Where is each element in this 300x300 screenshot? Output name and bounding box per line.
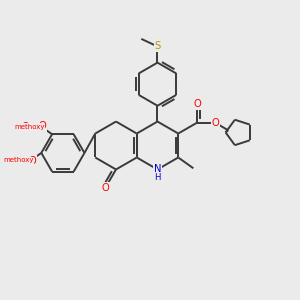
Text: H: H xyxy=(154,173,161,182)
Text: O: O xyxy=(212,118,219,128)
Text: O: O xyxy=(193,99,201,110)
Text: methoxy: methoxy xyxy=(3,158,34,164)
Text: S: S xyxy=(154,41,160,51)
Text: O: O xyxy=(21,122,29,132)
Text: methoxy: methoxy xyxy=(14,124,45,130)
Text: N: N xyxy=(154,164,161,175)
Text: O: O xyxy=(38,122,45,132)
Text: O: O xyxy=(28,156,36,166)
Text: O: O xyxy=(101,183,109,193)
Text: O: O xyxy=(39,121,47,131)
